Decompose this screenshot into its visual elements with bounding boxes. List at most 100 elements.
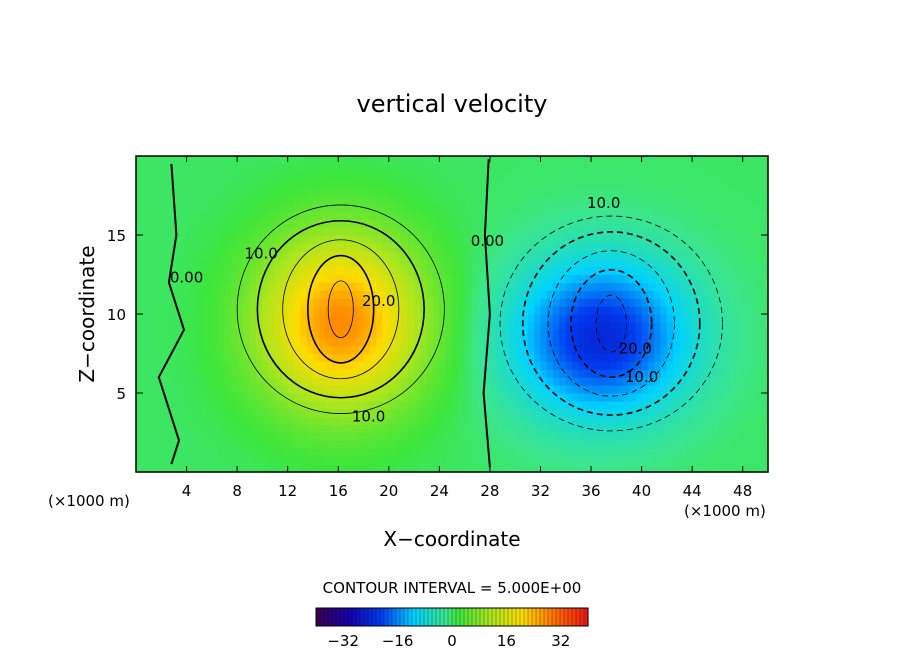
heatmap-cell xyxy=(736,195,744,204)
heatmap-cell xyxy=(407,369,415,378)
heatmap-cell xyxy=(281,353,289,362)
heatmap-cell xyxy=(673,211,681,220)
heatmap-cell xyxy=(388,171,396,181)
heatmap-cell xyxy=(306,203,314,212)
heatmap-cell xyxy=(502,369,510,378)
heatmap-cell xyxy=(458,258,466,268)
heatmap-cell xyxy=(641,393,649,402)
heatmap-cell xyxy=(186,227,194,236)
heatmap-cell xyxy=(294,274,301,283)
heatmap-cell xyxy=(300,329,308,339)
heatmap-cell xyxy=(230,258,238,268)
contour-label: 20.0 xyxy=(362,292,395,310)
heatmap-cell xyxy=(249,408,257,418)
heatmap-cell xyxy=(679,464,687,473)
heatmap-cell xyxy=(186,321,194,331)
heatmap-cell xyxy=(167,242,175,252)
heatmap-cell xyxy=(660,187,668,197)
heatmap-cell xyxy=(546,361,554,370)
heatmap-cell xyxy=(597,242,605,252)
heatmap-cell xyxy=(211,219,219,228)
heatmap-cell xyxy=(148,235,156,244)
heatmap-cell xyxy=(325,337,333,347)
heatmap-cell xyxy=(730,171,737,181)
heatmap-cell xyxy=(546,179,554,189)
heatmap-cell xyxy=(723,163,731,173)
heatmap-cell xyxy=(388,266,396,276)
heatmap-cell xyxy=(755,448,763,457)
heatmap-cell xyxy=(173,393,181,402)
heatmap-cell xyxy=(262,235,270,244)
heatmap-cell xyxy=(452,416,459,426)
heatmap-cell xyxy=(281,329,289,339)
heatmap-cell xyxy=(445,377,453,386)
heatmap-cell xyxy=(711,345,719,355)
heatmap-cell xyxy=(199,282,207,291)
heatmap-cell xyxy=(142,329,150,339)
heatmap-cell xyxy=(730,321,737,331)
heatmap-cell xyxy=(761,187,769,197)
heatmap-cell xyxy=(167,250,175,260)
heatmap-cell xyxy=(597,408,605,418)
heatmap-cell xyxy=(736,211,744,220)
heatmap-cell xyxy=(281,156,289,165)
heatmap-cell xyxy=(294,171,301,181)
heatmap-cell xyxy=(275,306,282,315)
heatmap-cell xyxy=(388,464,396,473)
heatmap-cell xyxy=(755,314,763,323)
heatmap-cell xyxy=(515,345,523,355)
heatmap-cell xyxy=(395,163,403,173)
heatmap-cell xyxy=(698,242,706,252)
heatmap-cell xyxy=(401,195,409,204)
heatmap-cell xyxy=(521,321,529,331)
heatmap-cell xyxy=(199,385,207,394)
heatmap-cell xyxy=(553,377,561,386)
heatmap-cell xyxy=(338,156,346,165)
heatmap-cell xyxy=(205,456,213,465)
heatmap-cell xyxy=(660,163,668,173)
heatmap-cell xyxy=(268,337,276,347)
heatmap-cell xyxy=(603,400,611,410)
colorbar-segment xyxy=(475,607,481,627)
heatmap-cell xyxy=(161,298,169,307)
heatmap-cell xyxy=(319,258,327,268)
heatmap-cell xyxy=(673,156,681,165)
heatmap-cell xyxy=(287,416,295,426)
heatmap-cell xyxy=(515,156,523,165)
heatmap-cell xyxy=(401,171,409,181)
heatmap-cell xyxy=(723,337,731,347)
heatmap-cell xyxy=(230,314,238,323)
heatmap-cell xyxy=(199,290,207,299)
heatmap-cell xyxy=(363,179,371,189)
heatmap-cell xyxy=(344,456,352,465)
heatmap-cell xyxy=(540,250,548,260)
heatmap-cell xyxy=(610,306,617,315)
heatmap-cell xyxy=(439,163,447,173)
colorbar-segment xyxy=(443,607,449,627)
heatmap-cell xyxy=(761,361,769,370)
heatmap-cell xyxy=(237,219,245,228)
heatmap-cell xyxy=(357,321,365,331)
heatmap-cell xyxy=(312,306,320,315)
heatmap-cell xyxy=(154,195,162,204)
heatmap-cell xyxy=(401,250,409,260)
heatmap-cell xyxy=(736,171,744,181)
heatmap-cell xyxy=(350,195,358,204)
heatmap-cell xyxy=(578,448,586,457)
heatmap-cell xyxy=(237,274,245,283)
heatmap-cell xyxy=(641,432,649,441)
heatmap-cell xyxy=(325,448,333,457)
heatmap-cell xyxy=(363,329,371,339)
heatmap-cell xyxy=(407,400,415,410)
heatmap-cell xyxy=(407,314,415,323)
heatmap-cell xyxy=(382,274,390,283)
heatmap-cell xyxy=(508,377,516,386)
heatmap-cell xyxy=(616,274,624,283)
heatmap-cell xyxy=(489,393,497,402)
heatmap-cell xyxy=(382,171,390,181)
heatmap-cell xyxy=(205,163,213,173)
heatmap-cell xyxy=(173,448,181,457)
heatmap-cell xyxy=(407,440,415,449)
heatmap-cell xyxy=(534,321,542,331)
heatmap-cell xyxy=(344,306,352,315)
